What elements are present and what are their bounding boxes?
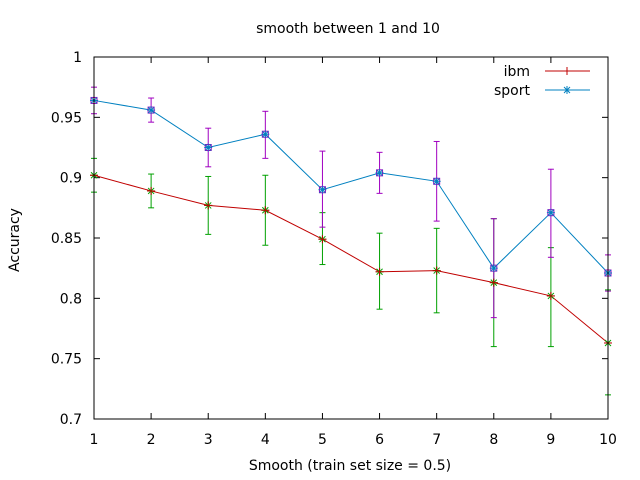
x-tick-label: 7 (432, 432, 441, 448)
sport-point (147, 106, 156, 115)
sport-point (318, 185, 327, 194)
axis-ticks: 1 2 3 4 5 6 7 8 9 10 0.7 0.75 0.8 0.85 0.9 0.95 1 (51, 50, 617, 448)
ibm-point (432, 266, 441, 275)
y-tick-label: 0.95 (51, 110, 82, 126)
series-lines (93, 99, 609, 344)
ibm-point (204, 201, 213, 210)
y-tick-label: 0.85 (51, 231, 82, 247)
x-tick-label: 5 (318, 432, 327, 448)
ibm-point (261, 206, 270, 215)
plot-frame (93, 56, 609, 420)
x-tick-label: 1 (90, 432, 99, 448)
ibm-point (318, 235, 327, 244)
x-axis-label: Smooth (train set size = 0.5) (249, 458, 451, 474)
x-tick-label: 2 (147, 432, 156, 448)
sport-point (546, 208, 555, 217)
x-tick-label: 10 (599, 432, 617, 448)
sport-point (375, 168, 384, 177)
ibm-line (93, 174, 609, 344)
x-tick-label: 6 (375, 432, 384, 448)
legend-marker-sport (563, 86, 571, 94)
sport-point (204, 143, 213, 152)
x-tick-label: 9 (546, 432, 555, 448)
x-tick-label: 3 (204, 432, 213, 448)
legend-marker-ibm (563, 67, 571, 75)
series-markers (90, 96, 612, 347)
legend-label-sport: sport (494, 83, 531, 99)
legend: ibm sport (494, 64, 590, 99)
sport-point (432, 177, 441, 186)
y-tick-label: 0.8 (60, 291, 82, 307)
y-tick-label: 0.75 (51, 352, 82, 368)
y-tick-label: 1 (73, 50, 82, 66)
ibm-point (546, 291, 555, 300)
sport-point (489, 264, 498, 273)
chart-title: smooth between 1 and 10 (256, 21, 440, 37)
error-bars (91, 86, 611, 396)
ibm-point (489, 278, 498, 287)
y-tick-label: 0.9 (60, 171, 82, 187)
ibm-point (375, 267, 384, 276)
legend-label-ibm: ibm (504, 64, 530, 80)
sport-point (261, 130, 270, 139)
x-tick-label: 4 (261, 432, 270, 448)
ibm-point (147, 186, 156, 195)
y-tick-label: 0.7 (60, 412, 82, 428)
sport-line (93, 99, 609, 274)
y-axis-label: Accuracy (7, 208, 23, 272)
x-tick-label: 8 (489, 432, 498, 448)
